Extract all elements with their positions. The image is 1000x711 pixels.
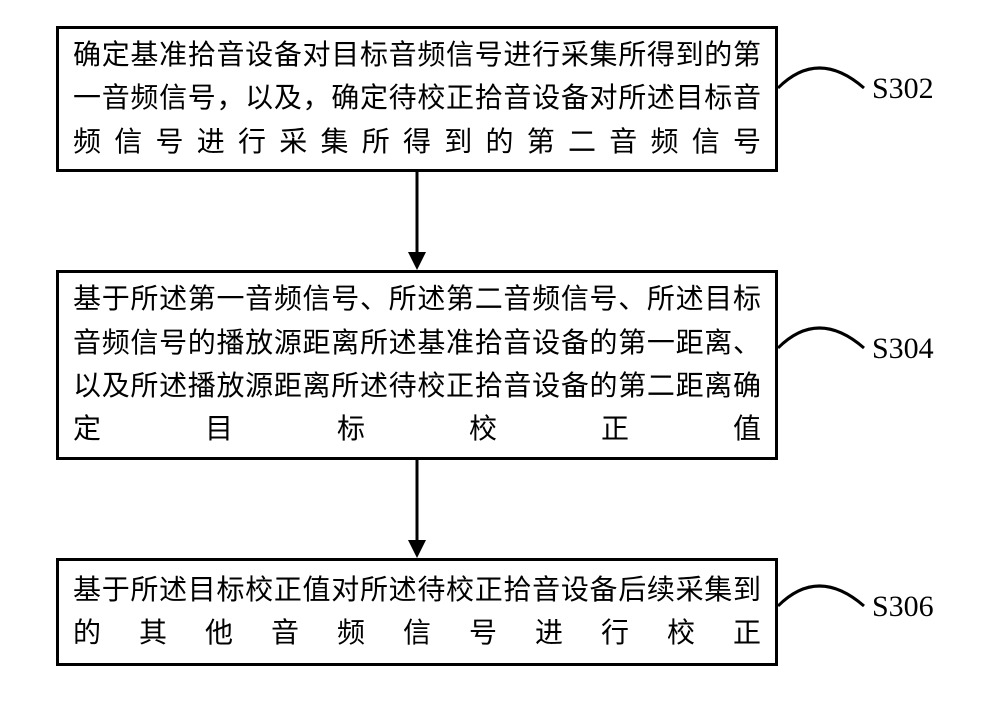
flowchart-canvas: 确定基准拾音设备对目标音频信号进行采集所得到的第一音频信号，以及，确定待校正拾音…: [0, 0, 1000, 711]
leader-s306: [0, 0, 1000, 711]
